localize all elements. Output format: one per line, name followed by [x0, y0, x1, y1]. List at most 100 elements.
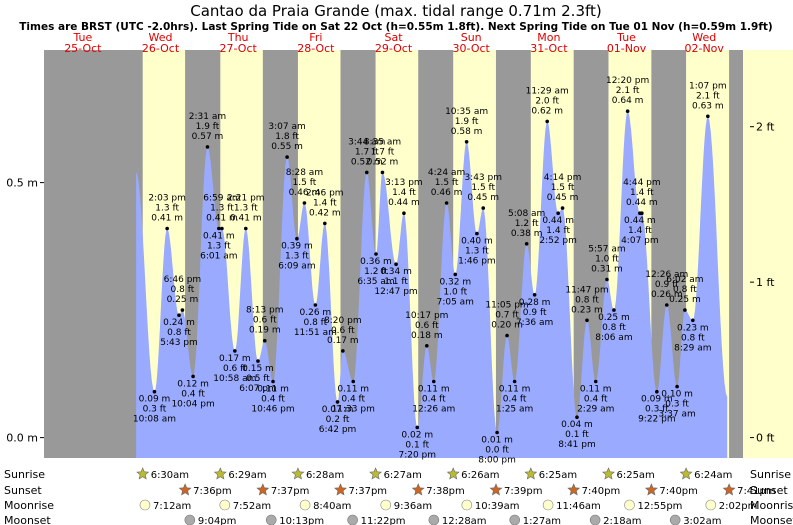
axes: 0.5 m 0.0 m 2 ft 1 ft 0 ft [6, 121, 775, 445]
tide-label: 1.3 ft [234, 204, 258, 214]
tide-label: 3:37 am [658, 410, 695, 420]
tide-extreme: 0.04 m0.1 ft8:41 pm [558, 415, 596, 450]
tide-label: 1.2 ft [515, 219, 539, 229]
tide-label: 0.8 ft [171, 285, 195, 295]
tide-label: 7:36 am [516, 318, 553, 328]
tide-label: 0.20 m [491, 321, 523, 331]
tide-label: 0.46 m [289, 188, 321, 198]
moonset-icon [265, 514, 277, 525]
tide-label: 1.3 ft [207, 242, 231, 252]
tide-point [191, 374, 195, 379]
tide-label: 0.09 m [641, 395, 673, 405]
sunset-time: 7:41pm [737, 486, 776, 497]
day-date: 28-Oct [297, 42, 335, 55]
tide-point [605, 277, 609, 282]
tide-label: 11:33 pm [332, 405, 375, 415]
tide-label: 6:46 pm [164, 275, 202, 285]
tide-label: 0.0 ft [485, 446, 509, 456]
tide-label: 0.11 m [499, 385, 531, 395]
moonrise-icon [461, 499, 473, 511]
tide-extreme: 0.41 m1.3 ft6:01 am [200, 226, 237, 262]
tide-point [556, 211, 560, 215]
tide-extreme: 2:21 pm1.3 ft0.41 m [227, 194, 265, 231]
tide-extreme: 0.36 m1.2 ft6:35 am [357, 252, 395, 287]
tide-label: 10:17 pm [405, 311, 448, 321]
tide-label: 1.2 ft [364, 267, 388, 277]
tide-extreme: 11:47 pm0.8 ft0.23 m [565, 285, 609, 323]
tide-label: 5:57 am [588, 245, 625, 255]
tide-label: 0.11 m [580, 385, 612, 395]
day-name: Tue [616, 31, 636, 44]
tide-point [256, 359, 260, 363]
tide-label: 0.24 m [163, 318, 195, 328]
moonset-icon [347, 514, 358, 525]
sunset-icon [256, 483, 270, 496]
tide-extreme: 0.11 m0.4 ft1:25 am [496, 379, 533, 415]
row-label-right: Sunset [750, 484, 788, 497]
moonset-time: 12:28am [442, 516, 487, 525]
sunrise-time: 6:29am [228, 470, 266, 481]
tide-label: 2:29 am [577, 405, 614, 415]
tide-label: 0.62 m [531, 106, 563, 116]
tide-label: 1.7 ft [355, 147, 379, 157]
sunset-time: 7:39pm [504, 486, 543, 497]
moonset-time: 9:04pm [198, 516, 237, 525]
tide-extreme: 0.39 m1.3 ft6:09 am [278, 236, 316, 272]
tide-area-layer [136, 111, 728, 458]
tide-point [675, 384, 679, 389]
tide-label: 0.26 m [300, 308, 332, 318]
tide-label: 0.34 m [380, 267, 412, 277]
tide-extreme: 0.11 m0.4 ft2:29 am [577, 379, 614, 415]
row-label-right: Moonrise [750, 499, 793, 512]
tide-point [545, 119, 550, 124]
tide-label: 0.45 m [467, 193, 499, 203]
tide-label: 6:35 am [357, 277, 394, 287]
tide-label: 0.41 m [203, 232, 235, 242]
tide-label: 0.31 m [591, 265, 623, 275]
tide-label: 4:44 pm [623, 178, 661, 188]
tide-label: 0.4 ft [584, 395, 608, 405]
tide-point [664, 303, 669, 307]
sunset-time: 7:40pm [659, 486, 698, 497]
tide-label: 0.07 m [322, 405, 354, 415]
moonrise-icon [380, 499, 392, 511]
tide-label: 0.9 ft [655, 280, 679, 290]
tide-point [505, 333, 509, 338]
tide-label: 0.3 ft [645, 405, 669, 415]
tide-label: 6:09 am [278, 262, 315, 272]
left-tick-label: 0.0 m [6, 432, 38, 445]
astro-rows: Sunrise Sunrise Sunset Sunset Moonrise Moonri… [4, 467, 793, 525]
tide-label: 0.25 m [669, 295, 701, 305]
tide-label: 0.6 ft [223, 364, 247, 374]
sunrise-time: 6:26am [461, 470, 499, 481]
tide-label: 6:02 am [666, 275, 703, 285]
tide-point [220, 226, 224, 231]
tide-label: 10:08 am [133, 415, 176, 425]
tide-label: 1.9 ft [455, 117, 479, 127]
tide-point [271, 379, 275, 384]
left-tick-label: 0.5 m [6, 177, 38, 190]
tide-label: 1.4 ft [313, 198, 337, 208]
day-headers: Tue25-OctWed26-OctThu27-OctFri28-OctSat2… [64, 31, 724, 55]
moonrise-icon [705, 499, 717, 511]
tide-extreme: 3:44 am1.7 ft0.52 m [348, 137, 385, 175]
tide-label: 1.3 ft [285, 252, 309, 262]
tide-point [323, 221, 327, 226]
sunset-time: 7:37pm [271, 486, 310, 497]
tide-point [351, 379, 356, 384]
right-margin-band [743, 50, 793, 458]
tide-label: 0.02 m [401, 430, 433, 440]
tide-extreme: 8:20 pm0.6 ft0.17 m [324, 316, 362, 353]
tide-extreme: 1:07 pm2.1 ft0.63 m [689, 81, 727, 119]
tide-label: 6:42 pm [319, 425, 357, 435]
tide-point [402, 211, 406, 215]
tide-point [495, 430, 499, 435]
tide-label: 11:47 pm [565, 285, 608, 295]
tide-label: 1.1 ft [384, 277, 408, 287]
tide-label: 10:46 pm [251, 405, 294, 415]
tide-extreme: 0.10 m0.3 ft3:37 am [658, 384, 696, 420]
tide-label: 0.44 m [542, 216, 574, 226]
tide-label: 1:25 am [496, 405, 533, 415]
row-label-left: Sunset [4, 484, 42, 497]
